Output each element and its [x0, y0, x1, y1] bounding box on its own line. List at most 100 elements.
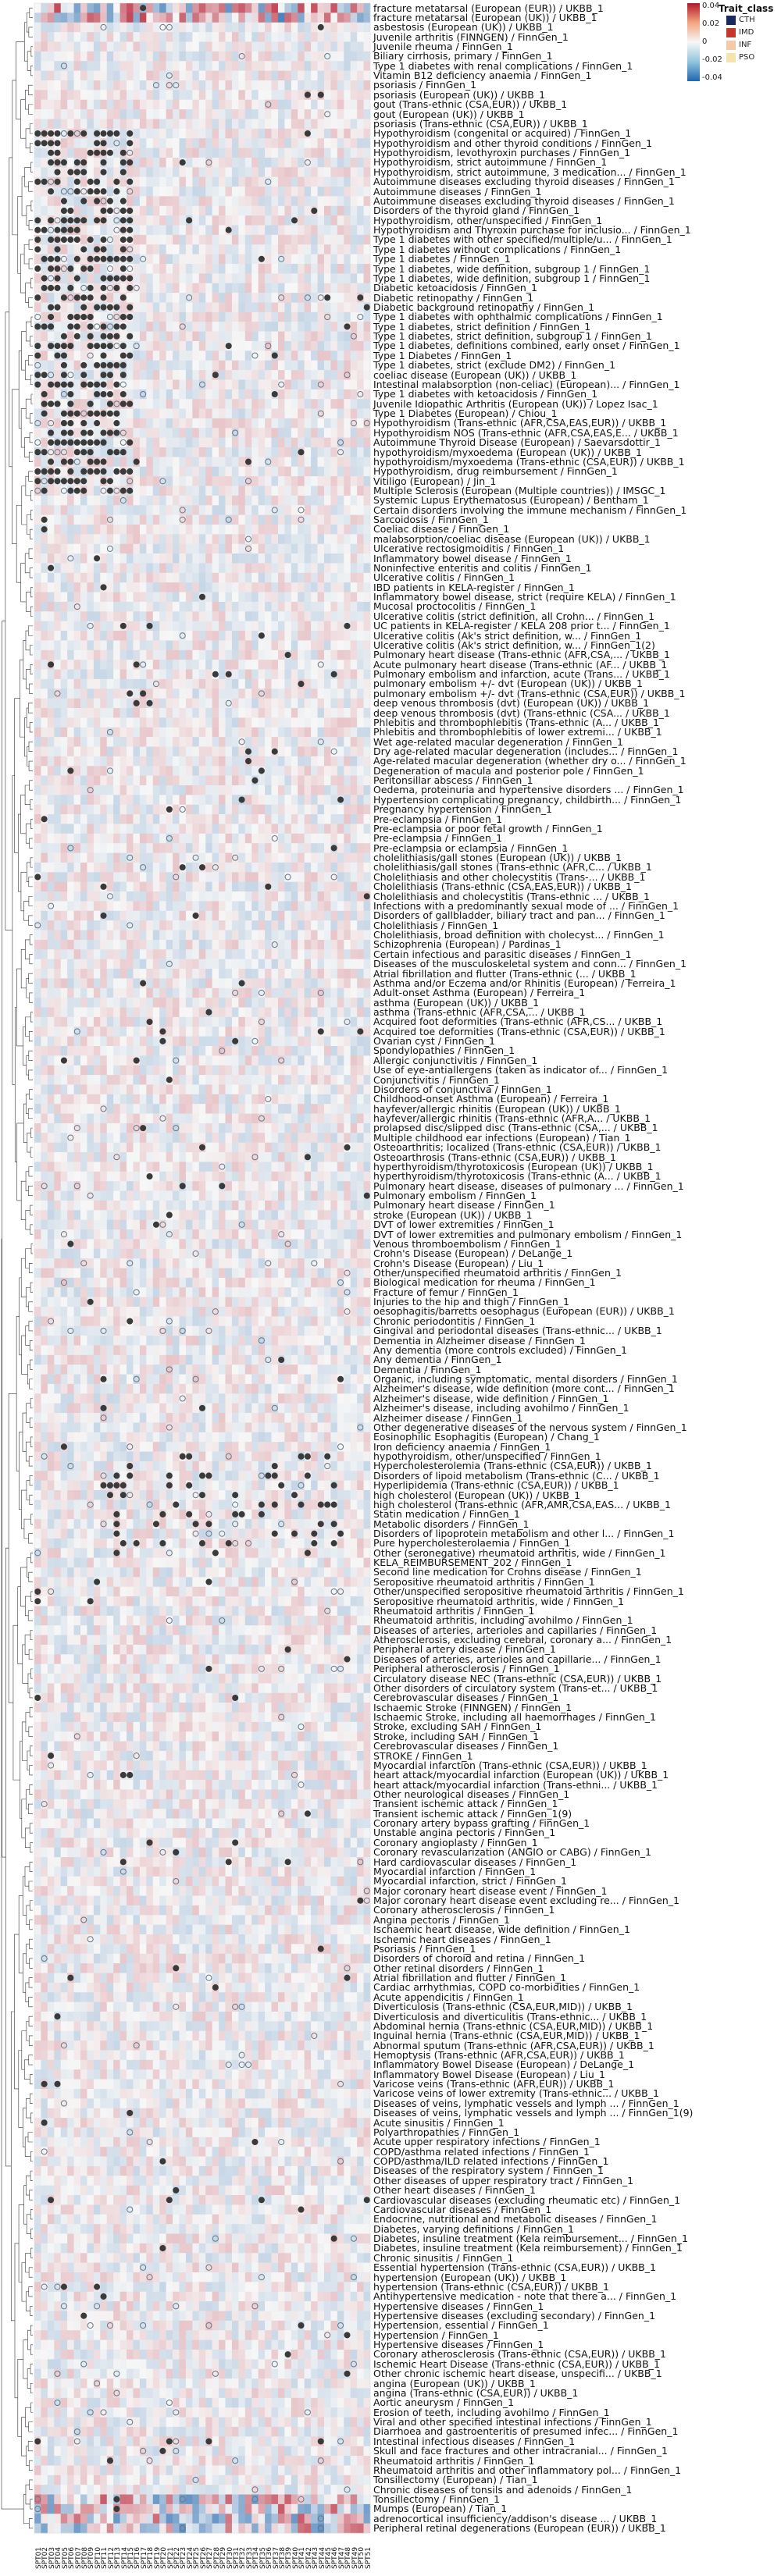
heatmap-cell [41, 340, 48, 351]
heatmap-cell [225, 572, 233, 583]
heatmap-cell [311, 119, 318, 130]
heatmap-cell [47, 196, 55, 207]
heatmap-cell [284, 61, 292, 71]
heatmap-cell [100, 553, 108, 564]
heatmap-cell [205, 553, 212, 564]
heatmap-cell [277, 273, 285, 284]
heatmap-cell [185, 32, 193, 42]
heatmap-cell [119, 138, 127, 148]
heatmap-cell [337, 389, 344, 400]
heatmap-cell [34, 775, 41, 786]
heatmap-cell [113, 476, 120, 486]
heatmap-cell [113, 582, 120, 592]
heatmap-cell [271, 534, 279, 545]
heatmap-cell [337, 852, 344, 863]
heatmap-cell [304, 833, 312, 844]
heatmap-cell [80, 698, 87, 709]
heatmap-cell [73, 872, 81, 882]
heatmap-cell [277, 447, 285, 457]
heatmap-cell [265, 80, 272, 91]
heatmap-cell [337, 466, 344, 477]
heatmap-cell [219, 254, 226, 265]
heatmap-cell [244, 51, 252, 62]
heatmap-cell [219, 756, 226, 767]
heatmap-cell [198, 322, 206, 332]
heatmap-cell [271, 601, 279, 612]
heatmap-cell [265, 254, 272, 265]
heatmap-cell [363, 187, 371, 197]
heatmap-cell [323, 12, 331, 23]
heatmap-cell [54, 649, 62, 660]
heatmap-cell [166, 582, 173, 592]
heatmap-cell [133, 563, 141, 574]
heatmap-cell [350, 148, 358, 158]
heatmap-cell [265, 205, 272, 216]
heatmap-cell [225, 22, 233, 33]
heatmap-cell [323, 408, 331, 419]
heatmap-cell [330, 852, 338, 863]
heatmap-cell [127, 592, 134, 603]
heatmap-cell [192, 649, 200, 660]
heatmap-cell [291, 563, 298, 574]
heatmap-cell [133, 90, 141, 100]
heatmap-cell [93, 640, 101, 651]
heatmap-cell [119, 534, 127, 545]
heatmap-cell [330, 505, 338, 515]
heatmap-cell [185, 649, 193, 660]
heatmap-cell [291, 157, 298, 168]
heatmap-cell [357, 32, 364, 42]
heatmap-cell [119, 708, 127, 718]
heatmap-cell [185, 804, 193, 815]
heatmap-cell [244, 495, 252, 506]
heatmap-cell [152, 669, 160, 680]
heatmap-cell [317, 302, 325, 313]
heatmap-cell [258, 891, 266, 902]
heatmap-cell [106, 70, 114, 81]
heatmap-cell [298, 563, 305, 574]
heatmap-cell [277, 505, 285, 515]
heatmap-cell [67, 90, 74, 100]
heatmap-cell [323, 601, 331, 612]
heatmap-cell [225, 293, 233, 303]
dendrogram-branch [24, 553, 30, 574]
heatmap-cell [304, 302, 312, 313]
heatmap-cell [350, 640, 358, 651]
heatmap-cell [284, 524, 292, 535]
heatmap-cell [277, 592, 285, 603]
heatmap-cell [139, 785, 147, 795]
heatmap-cell [330, 524, 338, 535]
heatmap-cell [212, 717, 219, 728]
heatmap-cell [139, 640, 147, 651]
heatmap-cell [344, 41, 351, 52]
heatmap-cell [337, 495, 344, 506]
heatmap-cell [298, 22, 305, 33]
heatmap-cell [179, 41, 187, 52]
heatmap-cell [192, 737, 200, 747]
heatmap-cell [271, 678, 279, 689]
heatmap-cell [159, 804, 166, 815]
heatmap-cell [344, 331, 351, 342]
heatmap-cell [350, 138, 358, 148]
heatmap-cell [34, 495, 41, 506]
heatmap-cell [34, 553, 41, 564]
heatmap-cell [212, 302, 219, 313]
heatmap-cell [106, 167, 114, 177]
heatmap-cell [106, 350, 114, 361]
heatmap-cell [34, 804, 41, 815]
heatmap-cell [350, 524, 358, 535]
heatmap-cell [238, 234, 246, 245]
heatmap-cell [271, 370, 279, 380]
heatmap-cell [127, 601, 134, 612]
heatmap-cell [277, 785, 285, 795]
heatmap-cell [47, 41, 55, 52]
heatmap-cell [251, 640, 259, 651]
heatmap-cell [60, 534, 68, 545]
heatmap-cell [271, 244, 279, 254]
heatmap-cell [205, 476, 212, 486]
heatmap-cell [54, 109, 62, 119]
heatmap-cell [166, 862, 173, 873]
heatmap-cell [34, 640, 41, 651]
heatmap-cell [67, 660, 74, 670]
heatmap-cell [298, 795, 305, 806]
heatmap-cell [311, 631, 318, 641]
